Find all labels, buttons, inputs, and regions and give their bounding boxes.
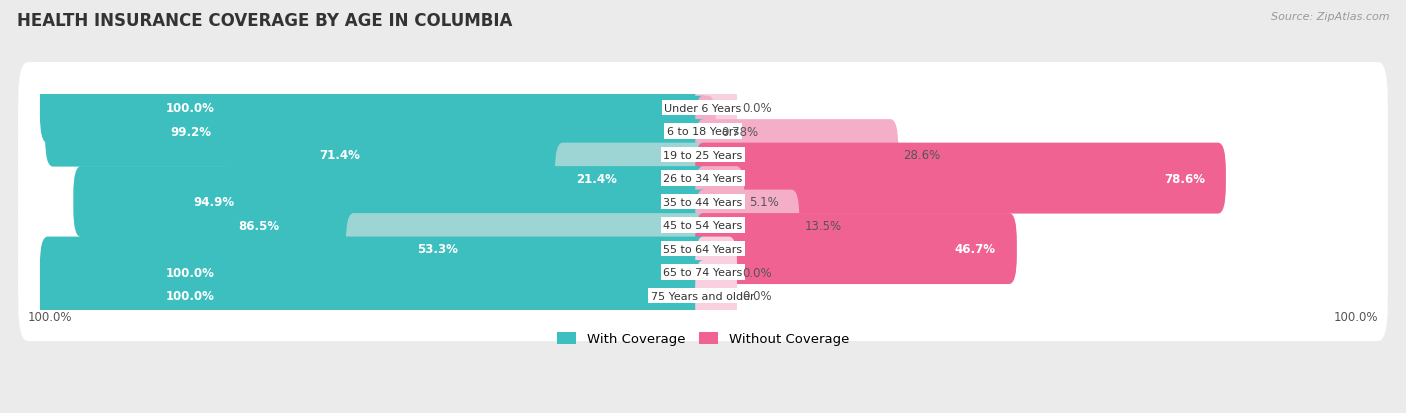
Text: 6 to 18 Years: 6 to 18 Years [666, 127, 740, 137]
FancyBboxPatch shape [695, 96, 716, 167]
Text: 35 to 44 Years: 35 to 44 Years [664, 197, 742, 207]
Legend: With Coverage, Without Coverage: With Coverage, Without Coverage [551, 327, 855, 351]
Text: HEALTH INSURANCE COVERAGE BY AGE IN COLUMBIA: HEALTH INSURANCE COVERAGE BY AGE IN COLU… [17, 12, 512, 30]
Text: 86.5%: 86.5% [238, 219, 280, 232]
Text: 45 to 54 Years: 45 to 54 Years [664, 221, 742, 230]
FancyBboxPatch shape [346, 214, 711, 284]
Text: 99.2%: 99.2% [170, 125, 211, 138]
FancyBboxPatch shape [73, 167, 711, 237]
FancyBboxPatch shape [18, 180, 1388, 271]
Text: 100.0%: 100.0% [166, 266, 215, 279]
FancyBboxPatch shape [228, 120, 711, 191]
FancyBboxPatch shape [18, 157, 1388, 247]
Text: 78.6%: 78.6% [1164, 172, 1205, 185]
Text: 0.0%: 0.0% [742, 290, 772, 302]
FancyBboxPatch shape [695, 214, 1017, 284]
FancyBboxPatch shape [39, 261, 711, 331]
Text: 100.0%: 100.0% [1333, 310, 1378, 323]
Text: 100.0%: 100.0% [28, 310, 73, 323]
Text: 21.4%: 21.4% [576, 172, 617, 185]
Text: 13.5%: 13.5% [804, 219, 842, 232]
Text: Source: ZipAtlas.com: Source: ZipAtlas.com [1271, 12, 1389, 22]
Text: 0.78%: 0.78% [721, 125, 758, 138]
FancyBboxPatch shape [39, 237, 711, 308]
Text: 71.4%: 71.4% [319, 149, 360, 162]
Text: 65 to 74 Years: 65 to 74 Years [664, 267, 742, 278]
Text: 26 to 34 Years: 26 to 34 Years [664, 174, 742, 184]
Text: 46.7%: 46.7% [955, 242, 995, 256]
Text: 94.9%: 94.9% [193, 196, 235, 209]
FancyBboxPatch shape [18, 227, 1388, 318]
FancyBboxPatch shape [695, 167, 744, 237]
FancyBboxPatch shape [695, 261, 737, 331]
FancyBboxPatch shape [695, 143, 1226, 214]
FancyBboxPatch shape [555, 143, 711, 214]
FancyBboxPatch shape [18, 204, 1388, 294]
Text: 0.0%: 0.0% [742, 102, 772, 115]
Text: 19 to 25 Years: 19 to 25 Years [664, 150, 742, 160]
FancyBboxPatch shape [18, 86, 1388, 177]
Text: 5.1%: 5.1% [749, 196, 779, 209]
FancyBboxPatch shape [18, 250, 1388, 341]
FancyBboxPatch shape [695, 237, 737, 308]
FancyBboxPatch shape [18, 110, 1388, 201]
Text: 53.3%: 53.3% [416, 242, 457, 256]
FancyBboxPatch shape [695, 190, 800, 261]
FancyBboxPatch shape [45, 96, 711, 167]
Text: Under 6 Years: Under 6 Years [665, 103, 741, 113]
Text: 75 Years and older: 75 Years and older [651, 291, 755, 301]
FancyBboxPatch shape [18, 63, 1388, 154]
FancyBboxPatch shape [128, 190, 711, 261]
FancyBboxPatch shape [18, 133, 1388, 224]
Text: 0.0%: 0.0% [742, 266, 772, 279]
FancyBboxPatch shape [695, 120, 898, 191]
Text: 100.0%: 100.0% [166, 102, 215, 115]
Text: 100.0%: 100.0% [166, 290, 215, 302]
Text: 28.6%: 28.6% [904, 149, 941, 162]
FancyBboxPatch shape [39, 73, 711, 144]
FancyBboxPatch shape [695, 73, 737, 144]
Text: 55 to 64 Years: 55 to 64 Years [664, 244, 742, 254]
